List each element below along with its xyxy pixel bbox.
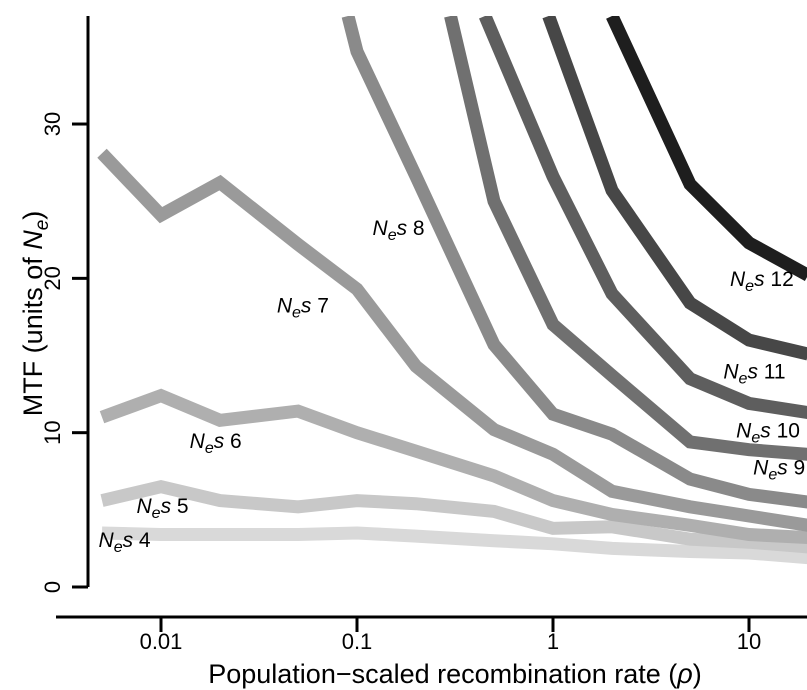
y-axis-title: MTF (units of Ne) — [18, 211, 53, 417]
x-tick-label: 0.1 — [342, 629, 373, 654]
series-line-nes-11 — [542, 16, 807, 361]
series-line-nes-12 — [606, 16, 807, 281]
series-layer — [97, 16, 807, 565]
y-tick-label: 0 — [40, 581, 65, 593]
axes-layer: 0 10 20 30 0.01 0.1 1 10 — [40, 16, 807, 654]
x-axis-title: Population−scaled recombination rate (ρ) — [208, 659, 702, 689]
series-label: Nes 6 — [190, 430, 242, 457]
x-tick-label: 1 — [547, 629, 559, 654]
series-line-nes-7 — [97, 148, 807, 532]
x-tick-label: 0.01 — [140, 629, 183, 654]
series-line-nes-4 — [101, 526, 807, 565]
series-line-nes-10 — [479, 16, 807, 420]
series-label: Nes 4 — [99, 529, 151, 556]
series-label: Nes 9 — [753, 456, 805, 483]
series-line-nes-9 — [444, 16, 807, 461]
series-line-nes-5 — [100, 480, 807, 554]
y-tick-label: 30 — [40, 112, 65, 136]
series-line-nes-6 — [99, 388, 807, 545]
series-label: Nes 12 — [730, 268, 794, 295]
series-label: Nes 11 — [723, 361, 785, 388]
series-line-nes-8 — [341, 16, 807, 509]
series-label: Nes 7 — [277, 294, 329, 321]
labels-layer: Nes 4 Nes 5 Nes 6 Nes 7 Nes 8 Nes 9 Nes 10 Nes … — [99, 217, 806, 556]
y-tick-label: 20 — [40, 266, 65, 290]
y-tick-label: 10 — [40, 420, 65, 444]
series-label: Nes 5 — [137, 495, 189, 522]
series-label: Nes 8 — [373, 217, 425, 244]
x-tick-label: 10 — [737, 629, 761, 654]
series-label: Nes 10 — [736, 419, 800, 446]
